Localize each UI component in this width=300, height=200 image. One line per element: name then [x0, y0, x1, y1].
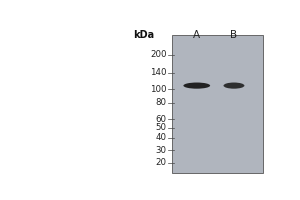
- Text: 20: 20: [155, 158, 167, 167]
- Text: 50: 50: [155, 123, 167, 132]
- Text: 30: 30: [155, 146, 167, 155]
- Text: 200: 200: [150, 50, 166, 59]
- Text: B: B: [230, 30, 238, 40]
- Ellipse shape: [224, 83, 244, 89]
- Text: 40: 40: [155, 133, 167, 142]
- Text: 80: 80: [155, 98, 167, 107]
- Text: 60: 60: [155, 115, 167, 124]
- Bar: [172, 35, 263, 173]
- Text: kDa: kDa: [133, 30, 154, 40]
- Text: A: A: [193, 30, 200, 40]
- Text: 140: 140: [150, 68, 166, 77]
- Ellipse shape: [183, 83, 210, 89]
- Text: 100: 100: [150, 85, 166, 94]
